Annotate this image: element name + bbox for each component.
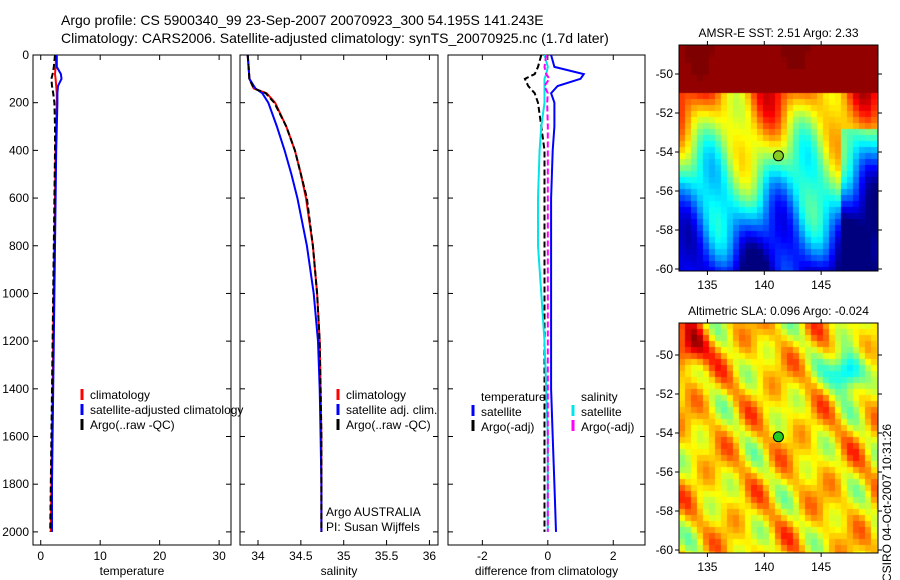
legend-label: climatology — [346, 388, 406, 402]
argo-position-marker — [772, 150, 784, 162]
y-tick-label: 1600 — [2, 430, 29, 444]
map-y-tick-label: -54 — [656, 426, 674, 440]
series-line-argo-raw-qc- — [49, 54, 56, 532]
series-line-satellite-adjusted-climatology — [51, 55, 63, 532]
y-tick-label: 1400 — [2, 382, 29, 396]
y-tick-label: 600 — [9, 191, 29, 205]
map-x-tick-label: 140 — [754, 560, 774, 574]
plot-frame-1 — [239, 54, 439, 546]
title-line-2: Climatology: CARS2006. Satellite-adjuste… — [61, 30, 609, 46]
x-axis-label: temperature — [100, 564, 165, 578]
map-y-tick-label: -52 — [656, 387, 674, 401]
map-y-tick-label: -52 — [656, 106, 674, 120]
legend-label: Argo(-adj) — [581, 420, 634, 434]
y-tick-label: 0 — [22, 48, 29, 62]
legend-label: satellite-adjusted climatology — [90, 403, 243, 417]
map-frame-1 — [678, 322, 879, 554]
y-tick-label: 200 — [9, 96, 29, 110]
legend-group-title: salinity — [581, 390, 618, 404]
map-y-tick-label: -58 — [656, 223, 674, 237]
y-tick-label: 400 — [9, 143, 29, 157]
x-tick-label: 20 — [153, 549, 167, 563]
legend-label: satellite — [481, 405, 522, 419]
series-line-temperature-satellite — [549, 54, 586, 532]
map-y-tick-label: -50 — [656, 348, 674, 362]
map-title: AMSR-E SST: 2.51 Argo: 2.33 — [698, 26, 858, 40]
map-x-tick-label: 135 — [697, 560, 717, 574]
x-tick-label: 34.5 — [289, 549, 313, 563]
map-frame-0 — [678, 44, 879, 272]
map-y-tick-label: -54 — [656, 145, 674, 159]
map-x-tick-label: 145 — [811, 278, 831, 292]
y-tick-label: 1000 — [2, 286, 29, 300]
map-title: Altimetric SLA: 0.096 Argo: -0.024 — [688, 304, 869, 318]
legend-label: satellite adj. clim. — [346, 403, 437, 417]
map-y-tick-label: -56 — [656, 184, 674, 198]
x-tick-label: 10 — [94, 549, 108, 563]
x-axis-label: difference from climatology — [475, 564, 618, 578]
x-tick-label: 2 — [610, 549, 617, 563]
legend-label: Argo(..raw -QC) — [90, 418, 175, 432]
x-tick-label: 36 — [423, 549, 437, 563]
x-axis-label: salinity — [321, 564, 358, 578]
y-tick-label: 800 — [9, 239, 29, 253]
legend-label: Argo(..raw -QC) — [346, 418, 431, 432]
y-tick-label: 1200 — [2, 334, 29, 348]
annotation-text: PI: Susan Wijffels — [326, 520, 420, 534]
map-y-tick-label: -50 — [656, 67, 674, 81]
x-tick-label: 0 — [544, 549, 551, 563]
plot-frame-0 — [32, 54, 232, 546]
x-tick-label: 34 — [251, 549, 265, 563]
x-tick-label: 30 — [212, 549, 226, 563]
legend-group-title: temperature — [481, 390, 546, 404]
series-line-temperature-argo-adj- — [523, 54, 546, 532]
title-line-1: Argo profile: CS 5900340_99 23-Sep-2007 … — [61, 12, 544, 28]
legend-label: climatology — [90, 388, 150, 402]
map-y-tick-label: -58 — [656, 504, 674, 518]
annotation-text: Argo AUSTRALIA — [326, 505, 421, 519]
map-x-tick-label: 145 — [811, 560, 831, 574]
map-y-tick-label: -56 — [656, 465, 674, 479]
y-tick-label: 2000 — [2, 525, 29, 539]
map-x-tick-label: 140 — [754, 278, 774, 292]
legend-label: Argo(-adj) — [481, 420, 534, 434]
series-line-salinity-satellite — [537, 54, 549, 532]
x-tick-label: 35 — [337, 549, 351, 563]
series-line-satellite-adj-clim- — [246, 54, 323, 532]
map-y-tick-label: -60 — [656, 262, 674, 276]
x-tick-label: 0 — [37, 549, 44, 563]
x-tick-label: -2 — [477, 549, 488, 563]
y-tick-label: 1800 — [2, 477, 29, 491]
argo-position-marker — [772, 431, 784, 443]
map-y-tick-label: -60 — [656, 543, 674, 557]
x-tick-label: 35.5 — [375, 549, 399, 563]
plot-frame-2 — [447, 54, 646, 546]
series-line-argo-raw-qc- — [246, 54, 323, 532]
map-x-tick-label: 135 — [697, 278, 717, 292]
series-line-salinity-argo-adj- — [543, 54, 551, 532]
map-credit-text: CSIRO 04-Oct-2007 10:31:26 — [880, 424, 894, 580]
legend-label: satellite — [581, 405, 622, 419]
